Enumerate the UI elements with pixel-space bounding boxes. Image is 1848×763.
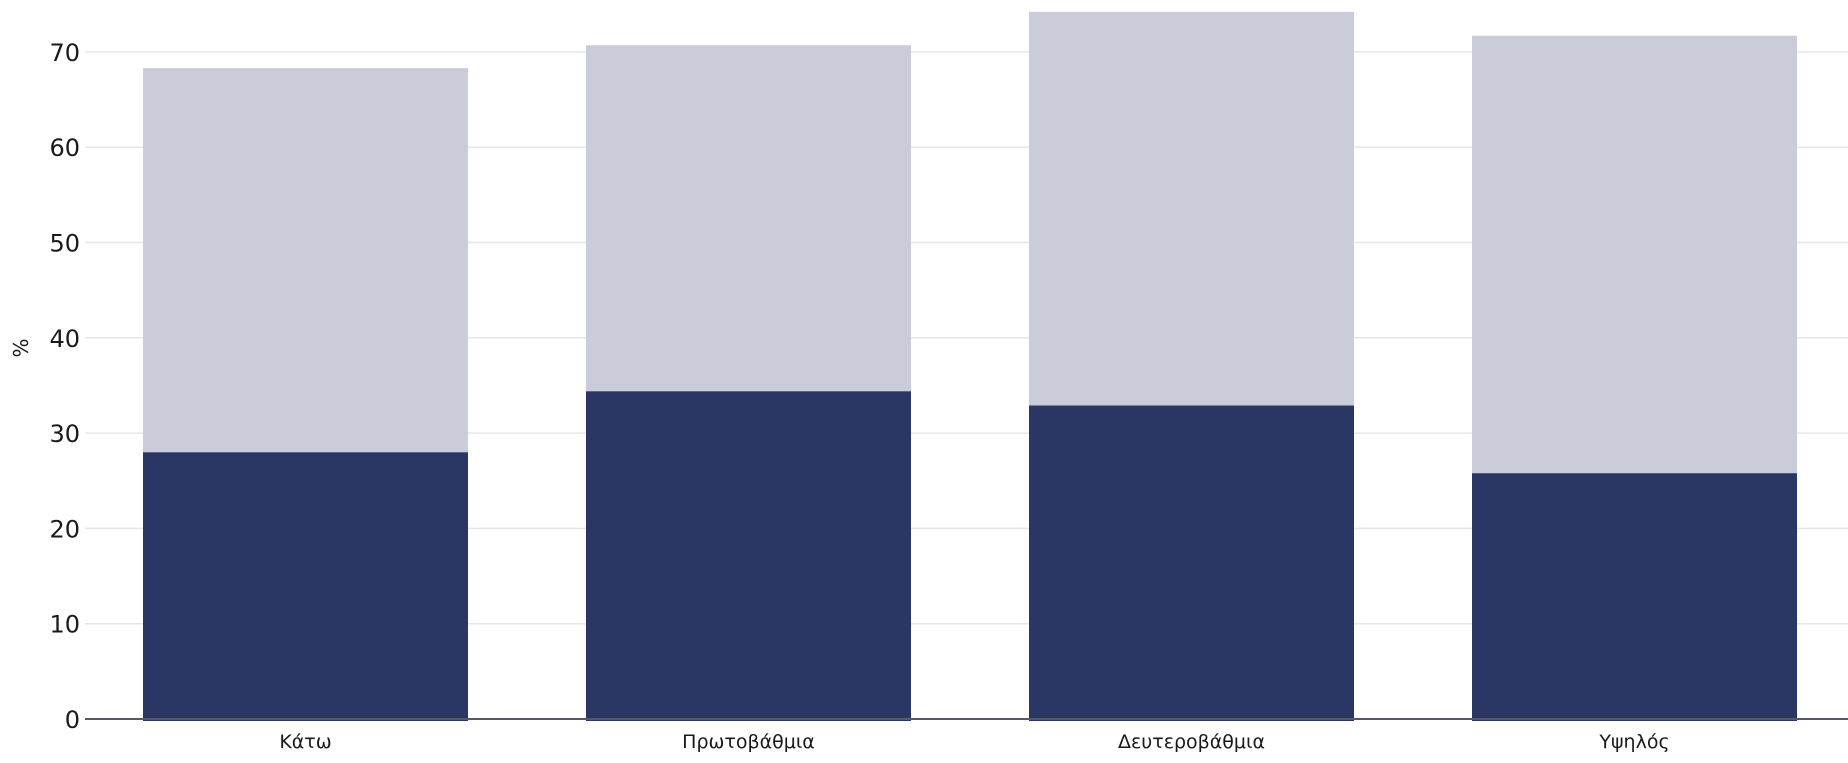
bar-segment-lower — [1472, 473, 1797, 721]
y-tick-label: 20 — [49, 515, 80, 543]
y-tick-label: 10 — [49, 611, 80, 639]
bar-segment-upper — [586, 45, 911, 392]
bar-segment-upper — [1472, 35, 1797, 474]
y-tick-label: 30 — [49, 420, 80, 448]
bar-segment-lower — [143, 452, 468, 721]
bar-segment-upper — [143, 68, 468, 453]
y-tick-label: 60 — [49, 134, 80, 162]
y-axis-label: % — [9, 338, 33, 357]
x-tick-label: Δευτεροβάθμια — [1118, 731, 1265, 753]
x-axis-ticks: Κάτω Πρωτοβάθμια Δευτεροβάθμια Υψηλός — [279, 731, 1669, 753]
y-tick-label: 70 — [49, 39, 80, 67]
bar-segment-upper — [1029, 11, 1354, 406]
bars — [143, 11, 1797, 721]
bar-segment-lower — [586, 391, 911, 721]
y-axis-ticks: 0 10 20 30 40 50 60 70 — [49, 39, 80, 734]
y-tick-label: 40 — [49, 325, 80, 353]
y-tick-label: 50 — [49, 230, 80, 258]
x-tick-label: Πρωτοβάθμια — [682, 731, 815, 753]
x-tick-label: Κάτω — [279, 731, 331, 753]
bar-segment-lower — [1029, 405, 1354, 721]
y-tick-label: 0 — [65, 706, 80, 734]
x-tick-label: Υψηλός — [1598, 731, 1669, 753]
